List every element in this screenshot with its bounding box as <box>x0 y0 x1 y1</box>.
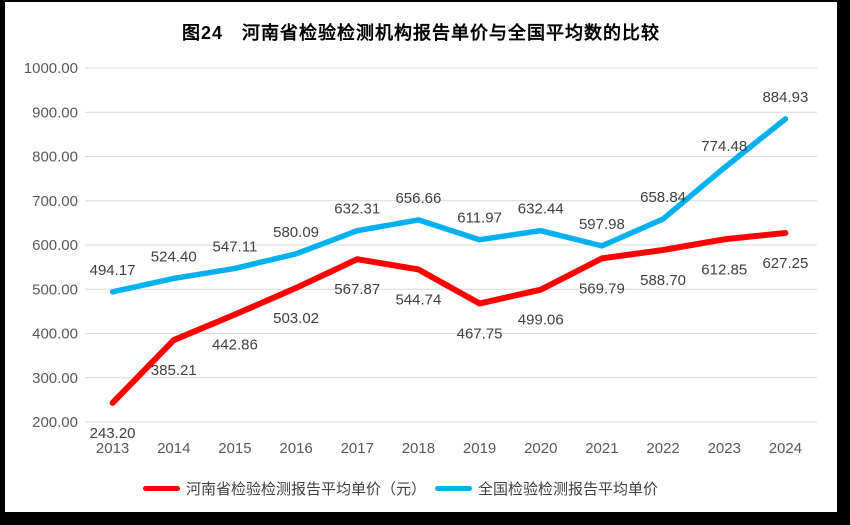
x-tick-label: 2024 <box>769 440 802 457</box>
x-tick-label: 2020 <box>524 440 557 457</box>
y-tick-label: 400.00 <box>32 326 78 343</box>
data-label: 243.20 <box>90 425 136 442</box>
x-tick-label: 2018 <box>402 440 435 457</box>
data-label: 774.48 <box>701 138 747 155</box>
series-line-1 <box>109 116 789 295</box>
data-label: 494.17 <box>90 262 136 279</box>
x-tick-label: 2013 <box>96 440 129 457</box>
data-label: 632.44 <box>518 201 564 218</box>
data-label: 544.74 <box>395 291 441 308</box>
data-label: 884.93 <box>762 89 808 106</box>
chart-legend: 河南省检验检测报告平均单价（元） 全国检验检测报告平均单价 <box>143 478 658 499</box>
x-tick-label: 2014 <box>157 440 190 457</box>
y-tick-label: 200.00 <box>32 414 78 431</box>
y-tick-label: 900.00 <box>32 104 78 121</box>
data-label: 656.66 <box>395 190 441 207</box>
data-label: 467.75 <box>457 326 503 343</box>
x-tick-label: 2022 <box>646 440 679 457</box>
data-label: 503.02 <box>273 310 319 327</box>
data-label: 611.97 <box>457 210 502 227</box>
data-label: 385.21 <box>151 362 197 379</box>
x-tick-label: 2023 <box>708 440 741 457</box>
data-label: 524.40 <box>151 248 197 265</box>
chart-canvas: 200.00 300.00 400.00 500.00 600.00 700.00 800.… <box>24 60 817 457</box>
data-label: 658.84 <box>640 189 686 206</box>
chart-title: 图24 河南省检验检测机构报告单价与全国平均数的比较 <box>181 23 661 43</box>
legend-line-swatch-blue <box>435 486 473 491</box>
legend-label-henan: 河南省检验检测报告平均单价（元） <box>186 481 427 498</box>
data-label: 567.87 <box>334 281 380 298</box>
data-label: 612.85 <box>701 261 747 278</box>
y-tick-label: 500.00 <box>32 281 78 298</box>
x-tick-label: 2016 <box>279 440 312 457</box>
legend-label-national: 全国检验检测报告平均单价 <box>478 481 659 498</box>
x-tick-label: 2019 <box>463 440 496 457</box>
y-tick-label: 300.00 <box>32 370 78 387</box>
x-tick-label: 2021 <box>585 440 618 457</box>
data-label: 632.31 <box>334 201 380 218</box>
data-label: 499.06 <box>518 312 564 329</box>
data-label: 442.86 <box>212 337 258 354</box>
series-line-0 <box>109 229 789 406</box>
data-label: 588.70 <box>640 272 686 289</box>
data-label: 569.79 <box>579 280 625 297</box>
data-label: 580.09 <box>273 224 319 241</box>
legend-item-national: 全国检验检测报告平均单价 <box>435 478 658 499</box>
legend-item-henan: 河南省检验检测报告平均单价（元） <box>143 478 426 499</box>
data-label: 597.98 <box>579 216 625 233</box>
data-label: 627.25 <box>762 255 808 272</box>
y-tick-label: 1000.00 <box>24 60 78 77</box>
y-tick-label: 700.00 <box>32 193 78 210</box>
y-tick-label: 800.00 <box>32 149 78 166</box>
x-tick-label: 2017 <box>341 440 374 457</box>
data-label: 547.11 <box>213 238 258 255</box>
legend-line-swatch-red <box>143 486 180 491</box>
x-tick-label: 2015 <box>218 440 251 457</box>
y-tick-label: 600.00 <box>32 237 78 254</box>
